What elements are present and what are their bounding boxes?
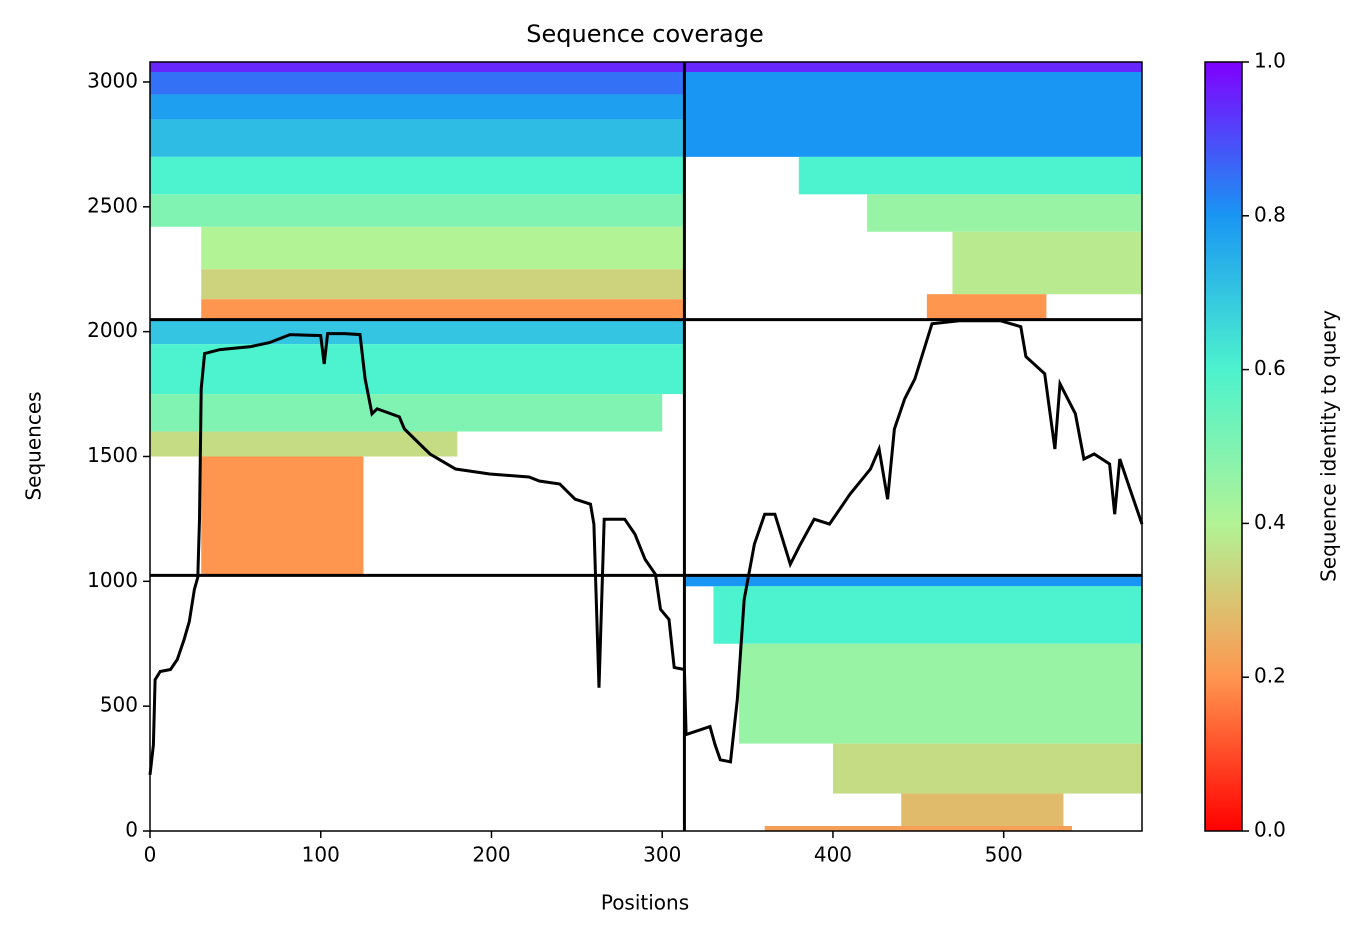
- coverage-block: [150, 119, 685, 157]
- colorbar-tick-label: 0.8: [1254, 202, 1286, 226]
- colorbar-tick-label: 0.2: [1254, 664, 1286, 688]
- coverage-block: [926, 294, 1047, 320]
- coverage-block: [150, 319, 685, 345]
- coverage-block: [201, 456, 364, 576]
- coverage-block: [684, 575, 1142, 587]
- coverage-block: [867, 194, 1142, 232]
- plot-frame: [149, 61, 1143, 832]
- y-tick-label: 1500: [87, 443, 138, 467]
- y-tick-label: 3000: [87, 68, 138, 92]
- y-tick-label: 0: [125, 818, 138, 842]
- y-axis-label: Sequences: [22, 391, 46, 500]
- x-tick-label: 0: [144, 843, 157, 867]
- coverage-line: [148, 319, 1144, 775]
- y-tick-label: 1000: [87, 568, 138, 592]
- colorbar: [1204, 61, 1243, 832]
- colorbar-tick-label: 1.0: [1254, 49, 1286, 73]
- coverage-block: [713, 586, 1142, 644]
- coverage-block: [201, 269, 685, 300]
- coverage-block: [150, 71, 685, 95]
- x-tick-label: 200: [472, 843, 510, 867]
- x-tick-label: 100: [302, 843, 340, 867]
- coverage-block: [832, 743, 1142, 794]
- coverage-block: [150, 156, 685, 195]
- coverage-block: [150, 194, 685, 227]
- y-tick-label: 500: [100, 693, 138, 717]
- coverage-block: [684, 71, 1142, 157]
- colorbar-tick-label: 0.0: [1254, 818, 1286, 842]
- coverage-block: [739, 643, 1142, 744]
- coverage-block: [201, 226, 685, 270]
- coverage-block: [150, 344, 685, 395]
- coverage-block: [798, 156, 1142, 195]
- colorbar-tick-label: 0.4: [1254, 510, 1286, 534]
- y-tick-label: 2500: [87, 193, 138, 217]
- coverage-block: [901, 793, 1064, 827]
- colorbar-label: Sequence identity to query: [1317, 310, 1341, 582]
- x-tick-label: 400: [814, 843, 852, 867]
- x-tick-label: 500: [985, 843, 1023, 867]
- coverage-block: [201, 299, 685, 320]
- coverage-block: [952, 231, 1142, 295]
- colorbar-tick-label: 0.6: [1254, 356, 1286, 380]
- coverage-block: [764, 826, 1072, 831]
- x-tick-label: 300: [643, 843, 681, 867]
- x-axis-label: Positions: [601, 891, 689, 915]
- coverage-block: [150, 94, 685, 120]
- y-tick-label: 2000: [87, 318, 138, 342]
- coverage-block: [684, 62, 1142, 72]
- coverage-block: [150, 394, 663, 432]
- coverage-block: [150, 62, 685, 72]
- chart-title: Sequence coverage: [526, 20, 763, 48]
